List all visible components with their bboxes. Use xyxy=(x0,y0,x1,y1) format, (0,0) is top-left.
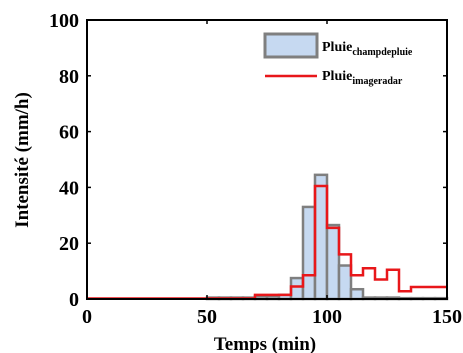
bar xyxy=(337,264,353,301)
y-axis-label: Intensité (mm/h) xyxy=(12,92,33,228)
bar xyxy=(301,205,317,301)
bar xyxy=(349,287,365,301)
x-tick-label: 0 xyxy=(82,306,92,328)
legend-label-bars-sub: champdepluie xyxy=(352,47,413,58)
line-series-layer xyxy=(87,184,447,300)
y-tick-label: 80 xyxy=(59,66,79,88)
x-axis-label: Temps (min) xyxy=(214,334,316,353)
y-tick-label: 40 xyxy=(59,177,79,199)
x-tick-label: 100 xyxy=(312,306,342,328)
axis-ticks: 0 50 100 150 0 20 40 60 80 100 xyxy=(49,10,462,328)
legend-label-line: Pluieimageradar xyxy=(322,69,403,87)
x-tick-label: 150 xyxy=(432,306,462,328)
legend-label-bars-name: Pluie xyxy=(322,40,352,55)
legend-label-line-sub: imageradar xyxy=(352,76,403,87)
bar xyxy=(325,223,341,301)
legend: Pluiechampdepluie Pluieimageradar xyxy=(263,32,413,87)
bar xyxy=(289,276,305,301)
y-tick-label: 100 xyxy=(49,10,79,32)
series-line xyxy=(87,184,447,300)
y-tick-label: 0 xyxy=(69,289,79,311)
plot-frame xyxy=(86,19,448,300)
x-tick-label: 50 xyxy=(197,306,217,328)
bar xyxy=(313,173,329,301)
legend-label-line-name: Pluie xyxy=(322,69,352,84)
y-tick-label: 60 xyxy=(59,122,79,144)
legend-label-bars: Pluiechampdepluie xyxy=(322,40,413,58)
y-tick-label: 20 xyxy=(59,233,79,255)
legend-swatch-bars xyxy=(263,32,319,59)
